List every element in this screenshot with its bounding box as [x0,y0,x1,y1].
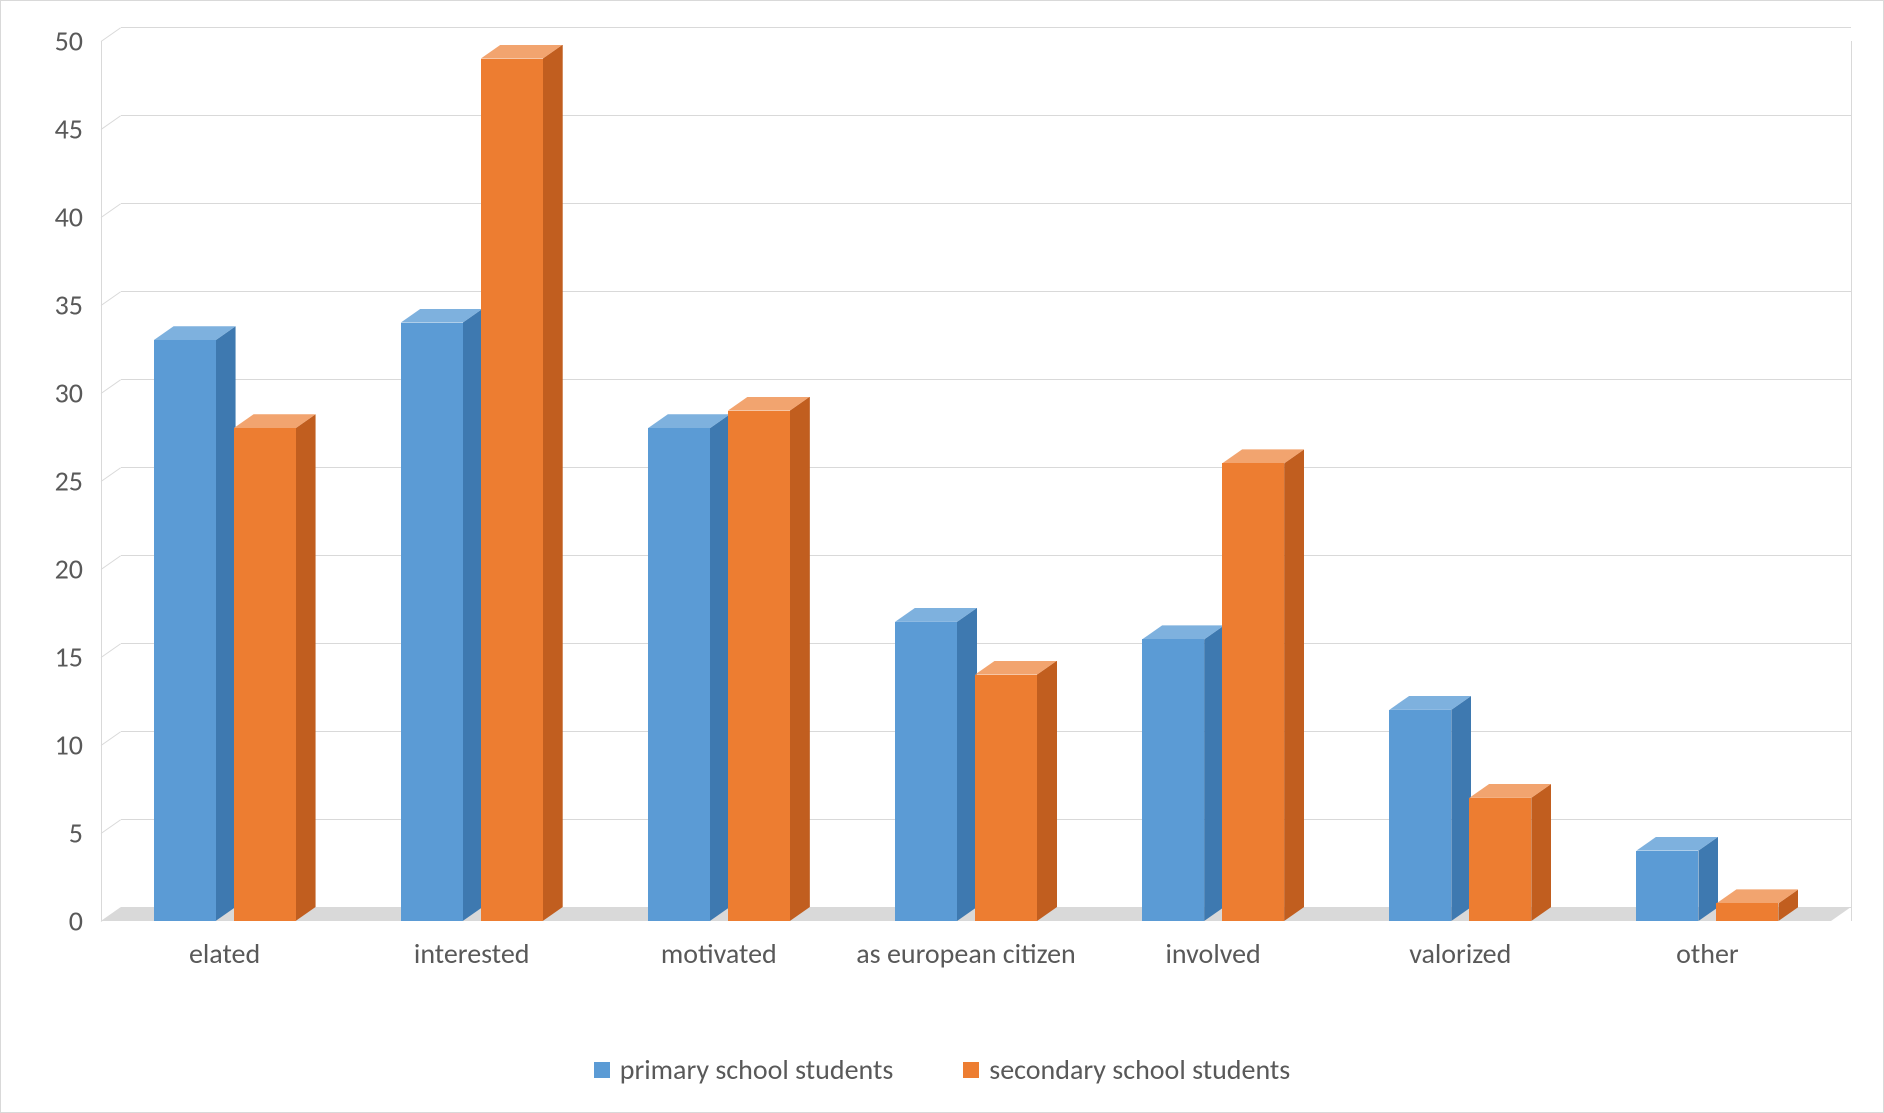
x-tick-label: motivated [595,936,842,971]
bar [895,608,977,921]
gridline [121,291,1851,292]
bar [234,414,316,921]
y-tick-label: 45 [13,112,83,147]
plot-area [101,41,1852,921]
gridline-connector [101,27,122,42]
bar-side [1284,449,1304,921]
y-tick-label: 5 [13,816,83,851]
bar-side [1531,784,1551,921]
y-tick-label: 20 [13,552,83,587]
bar-side [1451,696,1471,921]
bar [481,45,563,921]
bar-side [957,608,977,921]
y-tick-label: 50 [13,24,83,59]
gridline [121,379,1851,380]
bar-front [481,59,543,921]
bar [648,414,730,921]
bar-front [234,428,296,921]
gridline [121,115,1851,116]
y-tick-label: 10 [13,728,83,763]
bar [154,326,236,921]
gridline [121,643,1851,644]
bar [1469,784,1551,921]
legend-item: secondary school students [963,1052,1290,1087]
x-tick-label: involved [1090,936,1337,971]
bar [728,397,810,921]
bar-front [728,411,790,921]
x-tick-label: as european citizen [842,936,1089,971]
legend-swatch [594,1062,610,1078]
x-tick-label: interested [348,936,595,971]
bar-front [1142,639,1204,921]
bar [975,661,1057,921]
y-tick-label: 0 [13,904,83,939]
y-tick-label: 40 [13,200,83,235]
bar [1636,837,1718,921]
legend-item: primary school students [594,1052,894,1087]
bar [1389,696,1471,921]
bar-front [1389,710,1451,921]
bar-side [216,326,236,921]
x-tick-label: valorized [1337,936,1584,971]
bar-side [1204,625,1224,921]
y-tick-label: 35 [13,288,83,323]
gridline [121,203,1851,204]
bar-side [543,45,563,921]
bar-side [1037,661,1057,921]
x-tick-label: elated [101,936,348,971]
bar-front [1222,463,1284,921]
bar-front [975,675,1037,921]
y-axis-line [101,41,102,921]
bar-side [1698,837,1718,921]
gridline [121,555,1851,556]
y-tick-label: 25 [13,464,83,499]
bar-side [463,309,483,921]
y-tick-label: 15 [13,640,83,675]
legend-label: secondary school students [989,1052,1290,1087]
bar-front [154,340,216,921]
bar-front [1469,798,1531,921]
legend: primary school students secondary school … [1,1052,1883,1087]
y-tick-label: 30 [13,376,83,411]
bar-side [790,397,810,921]
bar-front [401,323,463,921]
bar [1142,625,1224,921]
bar-front [1716,903,1778,921]
gridline [121,467,1851,468]
gridline [121,27,1851,28]
bar-front [1636,851,1698,921]
bar [1716,889,1798,921]
x-tick-label: other [1584,936,1831,971]
bar [401,309,483,921]
bar-side [296,414,316,921]
bar-front [895,622,957,921]
bar-side [710,414,730,921]
bar [1222,449,1304,921]
legend-swatch [963,1062,979,1078]
legend-label: primary school students [620,1052,894,1087]
bar-front [648,428,710,921]
chart-container: 0 5 10 15 20 25 30 35 40 45 50 elatedinterestedmot… [0,0,1884,1113]
